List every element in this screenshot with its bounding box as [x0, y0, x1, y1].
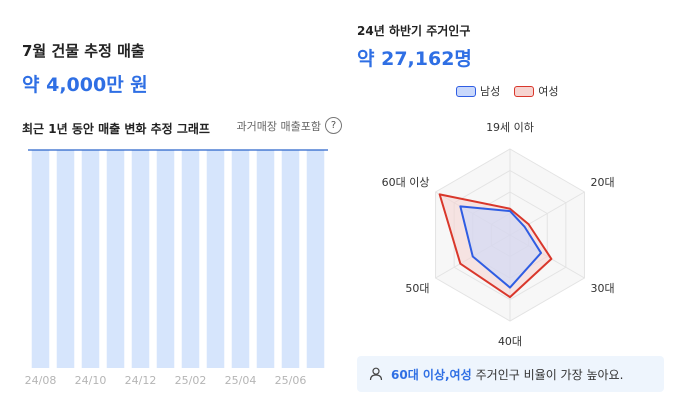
bar-24/10: [81, 150, 100, 368]
radar-legend: 남성 여성: [456, 83, 559, 99]
bar-25/01: [156, 150, 175, 368]
population-radar-chart: 19세 이하 20대 30대 40대 50대 60대 이상: [382, 120, 615, 348]
bar-25/06: [281, 150, 300, 368]
x-tick-label: 24/12: [125, 374, 157, 387]
bar-24/12: [131, 150, 150, 368]
past-store-toggle[interactable]: 과거매장 매출포함 ?: [237, 117, 342, 134]
legend-label-female: 여성: [538, 85, 559, 98]
radar-axis-label: 19세 이하: [486, 120, 534, 134]
bar-24/09: [56, 150, 75, 368]
population-title: 24년 하반기 주거인구: [357, 24, 471, 38]
legend-swatch-male: [456, 85, 476, 97]
building-sales-panel: 7월 건물 추정 매출 약 4,000만 원 최근 1년 동안 매출 변화 추정…: [22, 42, 342, 387]
legend-swatch-female: [514, 85, 535, 97]
population-insight: 60대 이상,여성 주거인구 비율이 가장 높아요.: [357, 356, 664, 392]
bar-24/08: [31, 150, 50, 368]
radar-series-male: [459, 205, 543, 289]
x-tick-label: 25/04: [225, 374, 257, 387]
bar-25/02: [181, 150, 200, 368]
population-panel: 24년 하반기 주거인구 약 27,162명 남성 여성 19세 이하 20대 30…: [350, 0, 678, 406]
radar-axis-label: 60대 이상: [382, 176, 430, 189]
sales-title: 7월 건물 추정 매출: [22, 42, 145, 60]
legend-item-female[interactable]: 여성: [514, 83, 559, 99]
sales-value: 약 4,000만 원: [22, 74, 148, 96]
bar-25/03: [206, 150, 225, 368]
x-tick-label: 25/02: [175, 374, 207, 387]
x-tick-label: 25/06: [275, 374, 307, 387]
insight-highlight: 60대 이상,여성: [391, 367, 472, 382]
bar-25/05: [256, 150, 275, 368]
radar-axis-label: 20대: [590, 176, 614, 189]
x-tick-label: 24/10: [75, 374, 107, 387]
legend-item-male[interactable]: 남성: [456, 83, 500, 99]
insight-text: 주거인구 비율이 가장 높아요.: [475, 367, 624, 382]
question-circle-icon[interactable]: ?: [325, 117, 342, 134]
radar-axis-label: 50대: [405, 282, 429, 295]
population-value: 약 27,162명: [357, 48, 472, 70]
bar-25/07: [306, 150, 325, 368]
sales-graph-title: 최근 1년 동안 매출 변화 추정 그래프: [22, 122, 210, 136]
x-tick-label: 24/08: [25, 374, 57, 387]
radar-axis-label: 30대: [590, 282, 614, 295]
bar-25/04: [231, 150, 250, 368]
bar-24/11: [106, 150, 125, 368]
radar-axis-label: 40대: [498, 335, 522, 348]
sales-bar-chart: 24/08 24/10 24/12 25/02 25/04 25/06: [25, 149, 328, 387]
past-store-label: 과거매장 매출포함: [236, 119, 321, 133]
legend-label-male: 남성: [480, 85, 501, 98]
person-icon: [369, 367, 383, 381]
